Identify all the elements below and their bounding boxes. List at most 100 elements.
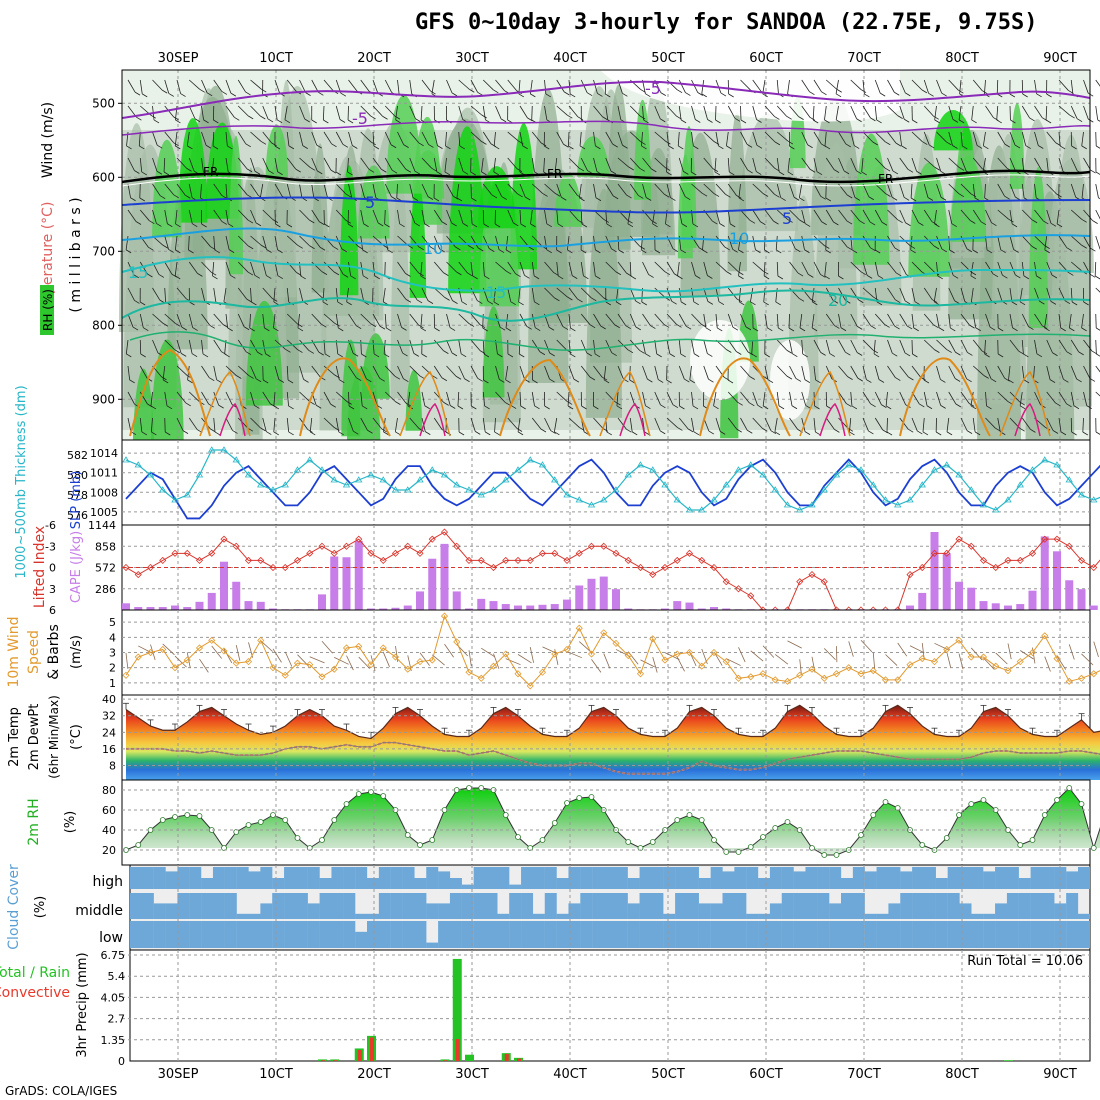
- rh-point-53: [772, 825, 779, 831]
- wind-speed-point-49: [722, 658, 730, 666]
- cloud-middle-bar-6: [201, 893, 214, 919]
- li-point-41: [624, 556, 632, 564]
- cloud-low-bar-10: [248, 921, 261, 948]
- thickness-point-2: [146, 471, 155, 478]
- wind-speed-point-3: [159, 645, 167, 654]
- cloud-high-bar-72: [983, 871, 996, 889]
- rh-point-21: [380, 793, 387, 799]
- temp-tick-0: 8: [109, 759, 116, 772]
- cloud-high-bar-58: [817, 867, 830, 889]
- wind-speed-point-71: [992, 662, 1000, 670]
- li-tick-1: -3: [45, 540, 56, 553]
- cloud-low-bar-66: [912, 921, 925, 948]
- thickness-point-75: [1041, 456, 1049, 463]
- cloud-high-bar-53: [758, 878, 771, 889]
- wind-barb-33: [529, 647, 535, 663]
- rh-point-73: [1017, 842, 1024, 848]
- thickness-point-65: [918, 481, 926, 488]
- li-point-27: [453, 542, 461, 550]
- cloud-low-bar-75: [1018, 921, 1031, 948]
- rh-point-67: [943, 835, 950, 841]
- cloud-middle-bar-73: [995, 903, 1008, 919]
- cape-bar-3: [158, 607, 167, 610]
- li-point-11: [257, 556, 265, 564]
- top-day-label-2: 20CT: [357, 51, 391, 66]
- cape-bar-31: [501, 604, 510, 610]
- thickness-point-27: [453, 481, 461, 488]
- thickness-point-31: [502, 476, 510, 483]
- li-point-69: [967, 542, 975, 550]
- cloud-high-bar-23: [402, 867, 415, 889]
- rh-point-38: [588, 794, 595, 800]
- li-point-30: [489, 563, 498, 572]
- ua-tick-3: 800: [92, 318, 115, 332]
- cloud-middle-bar-30: [485, 893, 498, 919]
- precip-conv-bar-16: [321, 1060, 325, 1061]
- cloud-low-bar-8: [224, 921, 237, 948]
- li-point-3: [159, 556, 167, 564]
- thickness-point-35: [551, 476, 559, 483]
- cloud-low-bar-13: [284, 921, 297, 948]
- cape-bar-44: [661, 608, 669, 610]
- cape-bar-71: [991, 603, 1000, 610]
- li-point-49: [722, 578, 730, 586]
- rh-point-47: [698, 817, 705, 823]
- top-day-label-1: 10CT: [259, 51, 293, 66]
- thickness-point-21: [379, 476, 387, 483]
- label-10a: 10: [423, 239, 443, 258]
- wind10-label-2: Speed: [26, 630, 42, 674]
- wind-speed-point-4: [171, 664, 179, 672]
- rh-point-78: [1078, 801, 1085, 807]
- cloud-low-bar-60: [841, 921, 853, 948]
- cloud-middle-bar-20: [367, 913, 379, 919]
- cloud-low-bar-31: [497, 921, 510, 948]
- cloud-high-bar-12: [272, 878, 285, 889]
- cloud-middle-bar-7: [212, 893, 225, 919]
- cloud-high-bar-39: [592, 867, 605, 889]
- cloud-middle-bar-76: [1030, 893, 1043, 919]
- wind-speed-point-36: [563, 645, 571, 654]
- cape-bar-48: [710, 607, 718, 610]
- cloud-middle-bar-78: [1054, 903, 1067, 919]
- cloud-middle-bar-58: [817, 893, 830, 919]
- cloud-middle-bar-43: [639, 893, 652, 919]
- cloud-high-bar-44: [651, 867, 664, 889]
- cloud-high-bar-16: [319, 878, 332, 889]
- wind-speed-point-18: [342, 644, 351, 652]
- wind-barb-20: [370, 655, 376, 671]
- precip-label-3: 3hr Precip (mm): [75, 952, 90, 1057]
- cape-bar-32: [514, 605, 522, 610]
- isotherm-10: [121, 227, 1091, 248]
- cloud-middle-bar-66: [912, 893, 925, 919]
- wind-speed-point-54: [783, 677, 792, 685]
- thickness-point-45: [673, 496, 681, 503]
- cape-bar-65: [918, 592, 927, 610]
- li-point-4: [171, 549, 179, 557]
- wind-barb-79: [1093, 641, 1099, 658]
- wind-speed-point-56: [808, 665, 816, 673]
- li-point-32: [514, 556, 522, 564]
- thickness-point-74: [1028, 466, 1037, 473]
- cloud-high-bar-77: [1042, 867, 1055, 889]
- cloud-low-bar-19: [355, 931, 368, 948]
- thickness-point-16: [318, 466, 326, 473]
- cloud-low-bar-54: [769, 921, 782, 948]
- cape-bar-39: [599, 576, 608, 610]
- cloud-high-bar-30: [485, 867, 498, 889]
- wind-barb-64: [909, 645, 925, 654]
- cloud-middle-bar-45: [663, 913, 676, 919]
- wind-barb-19: [358, 656, 371, 669]
- li-point-24: [416, 549, 424, 557]
- cloud-middle-bar-24: [414, 893, 427, 919]
- thickness-point-53: [771, 486, 779, 493]
- cloud-middle-bar-54: [769, 903, 782, 919]
- top-day-label-6: 60CT: [749, 51, 783, 66]
- cloud-row-label-low: low: [99, 930, 123, 946]
- cloud-low-bar-20: [367, 921, 379, 948]
- thickness-point-46: [685, 506, 694, 513]
- cloud-high-bar-48: [698, 878, 711, 889]
- cloud-middle-bar-4: [177, 893, 190, 919]
- cloud-high-bar-76: [1030, 867, 1043, 889]
- thickness-point-3: [159, 486, 167, 493]
- thickness-point-76: [1053, 461, 1061, 468]
